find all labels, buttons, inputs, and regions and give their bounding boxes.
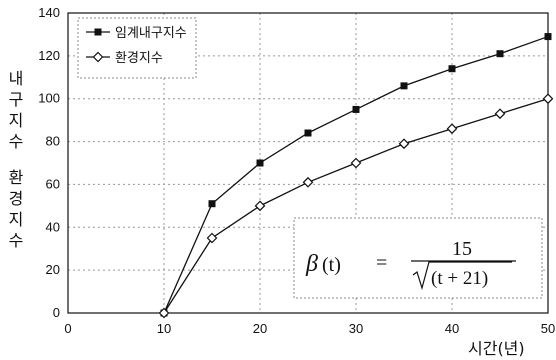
y-label-char: 수 [9, 132, 24, 151]
formula-sqrt-sign [412, 261, 512, 291]
y-label-char: 지 [9, 111, 24, 130]
series-layer [158, 33, 554, 319]
formula-beta: β [305, 251, 318, 277]
x-tick-label: 0 [64, 321, 71, 336]
x-axis-label: 시간(년) [468, 339, 525, 358]
y-tick-label: 40 [46, 219, 60, 234]
data-point [254, 200, 266, 212]
y-label-char: 환 [9, 168, 24, 187]
data-point [304, 129, 312, 137]
x-tick-label: 20 [253, 321, 267, 336]
x-tick-label: 30 [349, 321, 363, 336]
data-point [496, 50, 504, 58]
y-label-char: 구 [9, 90, 24, 109]
legend-label: 임계내구지수 [115, 26, 187, 41]
y-label-char: 지 [9, 210, 24, 229]
y-tick-label: 20 [46, 262, 60, 277]
legend-label: 환경지수 [115, 51, 163, 66]
x-tick-label: 10 [157, 321, 171, 336]
data-point [302, 176, 314, 188]
data-point [400, 82, 408, 90]
data-point [352, 105, 360, 113]
legend-box [77, 17, 197, 79]
data-point [206, 232, 218, 244]
data-point [544, 33, 552, 41]
formula-numerator: 15 [452, 238, 472, 260]
y-label-char: 수 [9, 231, 24, 250]
y-tick-label: 80 [46, 134, 60, 149]
data-point [92, 51, 104, 63]
y-label-char: 내 [9, 69, 24, 88]
formula-radicand: (t + 21) [431, 268, 488, 289]
data-point [256, 159, 264, 167]
data-point [446, 123, 458, 135]
y-label-char: 경 [9, 189, 24, 208]
formula-annotation: β (t) = 15 (t + 21) [293, 217, 543, 299]
data-point [448, 65, 456, 73]
data-point [398, 138, 410, 150]
y-tick-label: 60 [46, 176, 60, 191]
data-point [94, 28, 102, 36]
plot-frame [67, 12, 549, 314]
data-point [208, 200, 216, 208]
data-point [542, 93, 554, 105]
data-point [158, 307, 170, 319]
formula-arg: (t) [322, 254, 341, 276]
formula-equals: = [376, 252, 387, 274]
y-tick-label: 120 [38, 48, 60, 63]
legend-item-2: 환경지수 [86, 51, 163, 66]
formula-box [293, 217, 543, 299]
x-tick-label: 40 [445, 321, 459, 336]
y-tick-label: 140 [38, 5, 60, 20]
y-tick-label: 100 [38, 91, 60, 106]
series-2 [158, 93, 554, 319]
axis-ticks: 0 20 40 60 80 100 120 140 0 10 20 30 40 50 [38, 5, 555, 336]
data-point [494, 108, 506, 120]
y-tick-label: 0 [53, 305, 60, 320]
data-point [350, 157, 362, 169]
legend-item-1: 임계내구지수 [86, 26, 187, 41]
x-tick-label: 50 [541, 321, 555, 336]
